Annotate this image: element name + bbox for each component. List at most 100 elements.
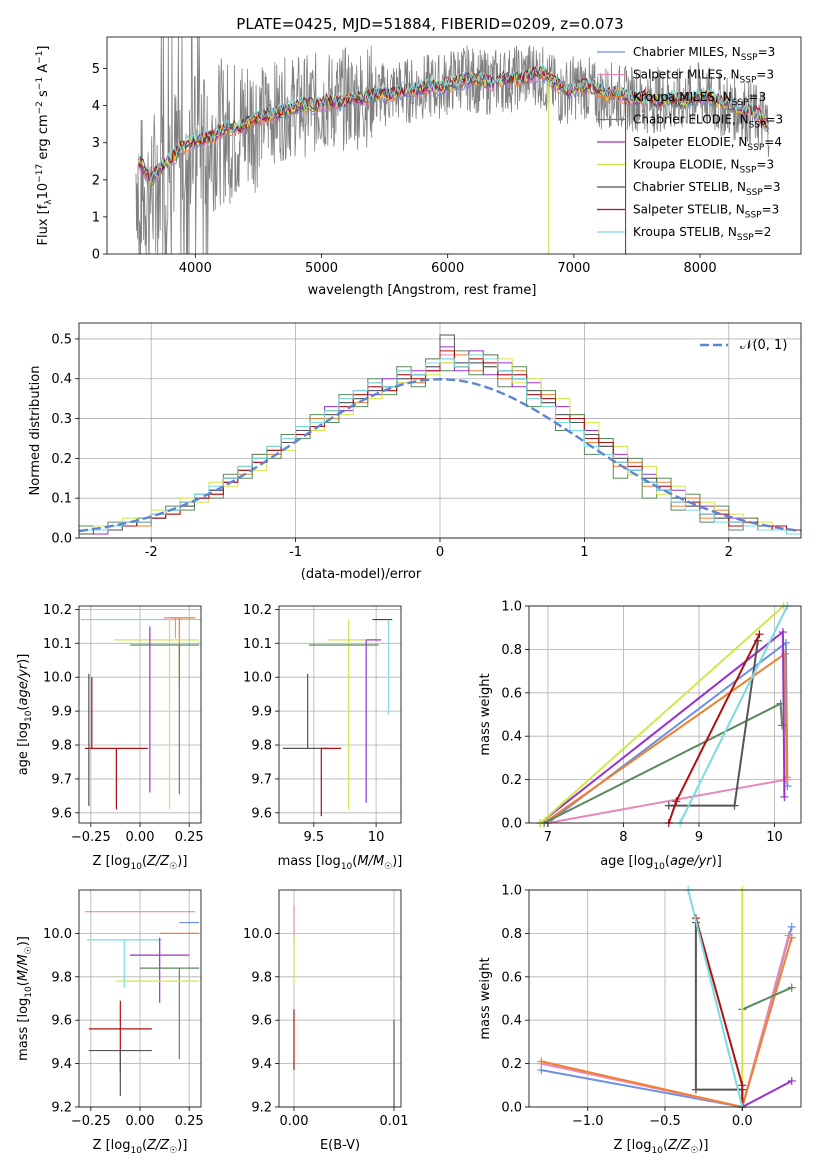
model-spectrum-line [138, 64, 769, 184]
mass-vs-EBV-panel: 0.00 0.01 9.2 9.4 9.6 9.8 10.0 E(B-V) [243, 889, 408, 1153]
x-tick-label: 0.0 [732, 1114, 753, 1129]
legend-entry: Chabrier ELODIE, NSSP=3 [633, 113, 783, 131]
y-axis-label: mass weight [478, 957, 493, 1039]
y-tick-label: 0.5 [51, 332, 72, 347]
weight-vs-Z-panel: −1.0 −0.5 0.0 0.0 0.2 0.4 0.6 0.8 1.0 Z [log10(Z/… [478, 884, 802, 1156]
x-tick-label: 8 [619, 830, 627, 845]
y-axis-label: age [log10(age/yr)] [16, 654, 34, 776]
legend-entry: Kroupa STELIB, NSSP=2 [633, 225, 771, 243]
x-tick-label: 0.00 [280, 1114, 309, 1129]
x-tick-label: 6000 [431, 261, 464, 276]
y-tick-label: 1.0 [501, 600, 522, 615]
y-tick-label: 10.2 [43, 603, 72, 618]
point-marker [787, 983, 796, 992]
age-vs-Z-panel: −0.25 0.00 0.25 9.6 9.7 9.8 9.9 10.0 10.1 10.2 Z [… [16, 603, 204, 872]
y-tick-label: 9.7 [51, 772, 72, 787]
spectrum-panel: PLATE=0425, MJD=51884, FIBERID=0209, z=0… [35, 15, 802, 298]
point-marker [738, 1081, 747, 1090]
y-axis-label: mass [log10(M/M☉)] [16, 936, 34, 1061]
x-tick-label: 0.25 [175, 1114, 204, 1129]
chart-title: PLATE=0425, MJD=51884, FIBERID=0209, z=0… [236, 15, 623, 33]
legend-entry: Kroupa MILES, NSSP=3 [633, 90, 766, 108]
y-tick-label: 9.2 [251, 1101, 272, 1116]
mass-weight-line [741, 1080, 793, 1108]
y-tick-label: 0.4 [51, 372, 72, 387]
x-tick-label: -2 [145, 545, 158, 560]
y-tick-label: 9.6 [51, 806, 72, 821]
y-tick-label: 9.8 [51, 739, 72, 754]
y-tick-label: 2 [92, 173, 100, 188]
plot-area [536, 602, 792, 827]
x-axis-label: Z [log10(Z/Z☉)] [93, 854, 188, 872]
model-spectrum-line [138, 66, 769, 182]
x-axis-label: wavelength [Angstrom, rest frame] [308, 283, 537, 298]
x-tick-label: 4000 [179, 261, 212, 276]
x-tick-label: -1 [289, 545, 302, 560]
point-marker [780, 792, 789, 801]
plot-frame [278, 605, 402, 824]
x-axis-label: Z [log10(Z/Z☉)] [614, 1138, 709, 1156]
point-marker [664, 801, 673, 810]
y-tick-label: 0.8 [501, 643, 522, 658]
y-tick-label: 0.0 [501, 817, 522, 832]
model-spectrum-line [138, 62, 769, 182]
spectrum-legend: Chabrier MILES, NSSP=3 Salpeter MILES, NS… [597, 45, 783, 243]
x-axis-label: (data-model)/error [301, 567, 422, 582]
mass-weight-line [687, 889, 744, 1108]
point-marker [537, 1057, 546, 1066]
y-tick-label: 9.9 [251, 705, 272, 720]
residual-histogram [79, 354, 801, 535]
x-tick-label: −0.5 [649, 1114, 681, 1129]
x-tick-label: 1 [580, 545, 588, 560]
y-tick-label: 0.0 [501, 1101, 522, 1116]
point-marker [787, 933, 796, 942]
normal-distribution-curve [78, 377, 802, 533]
y-tick-label: 1.0 [501, 884, 522, 899]
legend-entry: 𝒩(0, 1) [740, 338, 787, 353]
x-axis-label: mass [log10(M/M☉)] [278, 854, 403, 872]
point-marker [730, 801, 739, 810]
y-tick-label: 0.6 [501, 686, 522, 701]
plot-frame [106, 36, 802, 255]
model-spectrum-line [138, 68, 769, 187]
point-marker [691, 1085, 700, 1094]
plot-area [84, 911, 200, 1097]
plot-area [282, 618, 393, 817]
y-tick-label: 9.8 [251, 739, 272, 754]
y-tick-label: 9.8 [51, 970, 72, 985]
plot-area [293, 905, 395, 1107]
y-tick-label: 10.0 [243, 927, 272, 942]
legend-entry: Salpeter ELODIE, NSSP=4 [633, 135, 782, 153]
x-axis-label: E(B-V) [320, 1138, 360, 1153]
y-tick-label: 10.0 [43, 671, 72, 686]
x-tick-label: 0.25 [175, 830, 204, 845]
y-tick-label: 10.0 [43, 927, 72, 942]
x-tick-label: 10 [766, 830, 783, 845]
x-axis-label: Z [log10(Z/Z☉)] [93, 1138, 188, 1156]
y-tick-label: 5 [92, 62, 100, 77]
point-marker [787, 1076, 796, 1085]
y-tick-label: 0 [92, 248, 100, 263]
legend-entry: Kroupa ELODIE, NSSP=3 [633, 158, 774, 176]
x-tick-label: −0.25 [71, 830, 111, 845]
x-tick-label: −1.0 [572, 1114, 604, 1129]
mass-weight-line [541, 926, 793, 1109]
mass-vs-Z-panel: −0.25 0.00 0.25 9.2 9.4 9.6 9.8 10.0 Z [log10(Z/… [16, 889, 204, 1156]
y-tick-label: 9.8 [251, 970, 272, 985]
y-tick-label: 10.1 [43, 637, 72, 652]
y-tick-label: 9.9 [51, 705, 72, 720]
y-tick-label: 9.4 [251, 1057, 272, 1072]
x-tick-label: 7 [544, 830, 552, 845]
point-marker [755, 630, 764, 639]
y-tick-label: 10.0 [243, 671, 272, 686]
x-tick-label: 8000 [684, 261, 717, 276]
y-tick-label: 0.2 [501, 773, 522, 788]
y-tick-label: 0.4 [501, 1014, 522, 1029]
x-tick-label: 0 [436, 545, 444, 560]
x-tick-label: 7000 [557, 261, 590, 276]
x-tick-label: 0.00 [126, 830, 155, 845]
plot-frame [528, 605, 802, 824]
y-axis-label: Flux [fλ10−17 erg cm−2 s−1 A−1] [35, 46, 54, 246]
y-tick-label: 3 [92, 136, 100, 151]
plot-frame [278, 889, 402, 1108]
